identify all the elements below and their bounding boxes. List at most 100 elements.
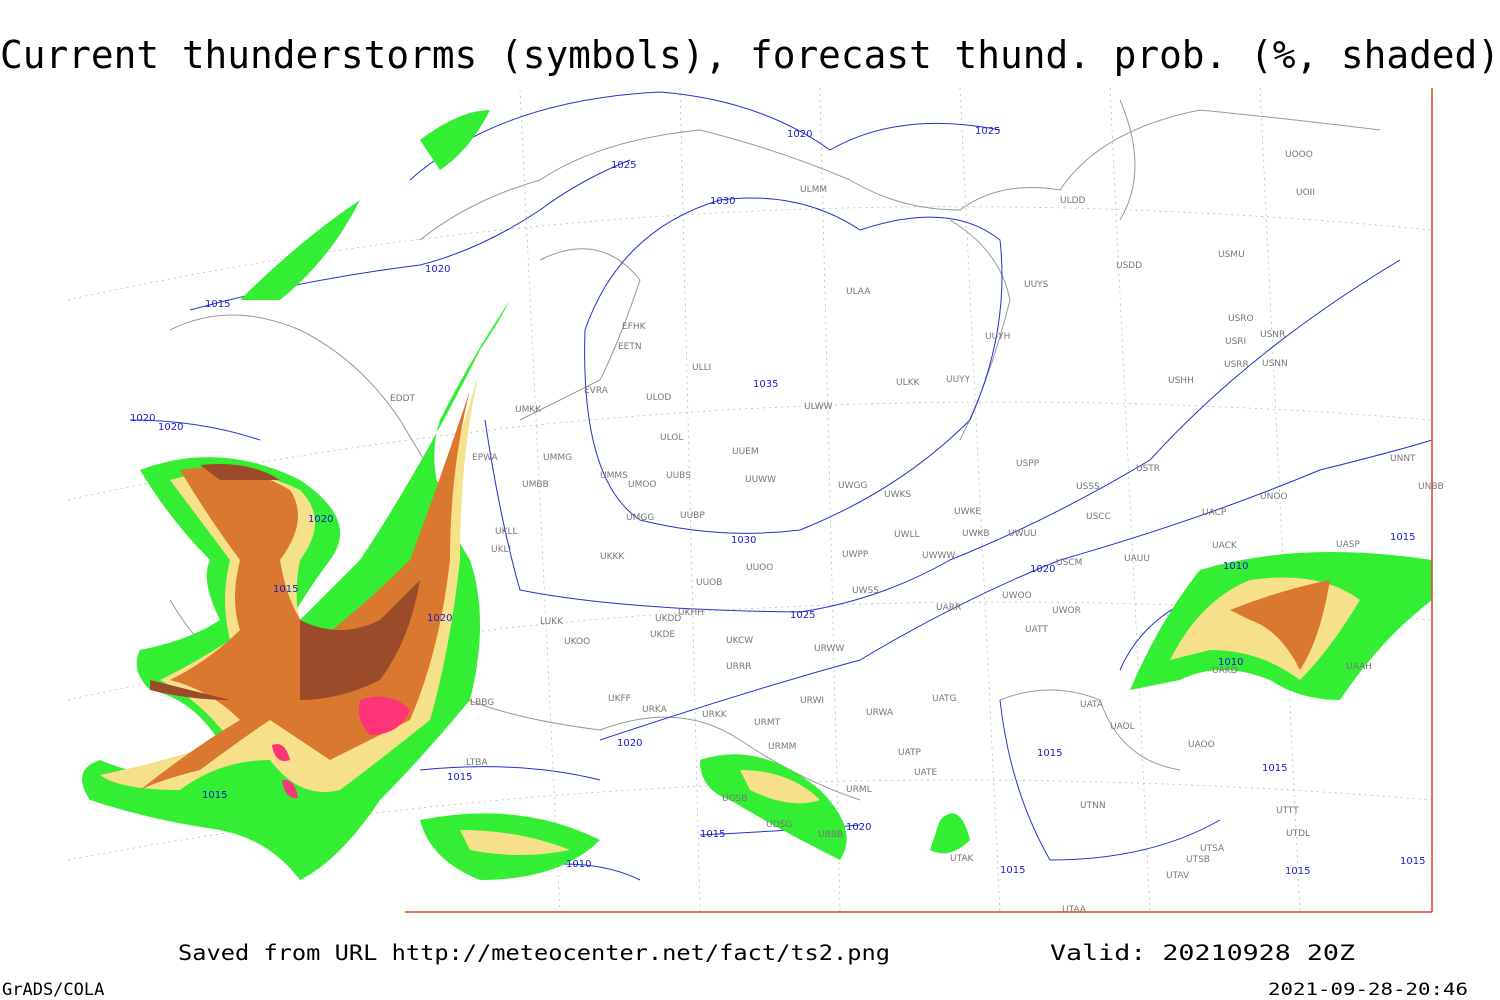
- station-label: URWI: [800, 696, 824, 706]
- isobar-label: 1020: [308, 514, 333, 525]
- station-label: UUOB: [696, 578, 722, 588]
- station-label: UKLI: [491, 545, 511, 555]
- station-label: URWW: [814, 644, 844, 654]
- station-label: UKHH: [678, 608, 704, 618]
- station-label: UMGG: [626, 513, 654, 523]
- station-label: UKFF: [608, 694, 631, 704]
- isobar-label: 1025: [975, 126, 1000, 137]
- isobar-label: 1025: [611, 160, 636, 171]
- thunderstorm-probability-shading: [82, 110, 1432, 880]
- isobar-label: 1010: [1223, 561, 1248, 572]
- station-label: LBBG: [470, 698, 494, 708]
- station-label: URWA: [866, 708, 894, 718]
- station-label: ULOL: [660, 433, 683, 443]
- station-label: UMBB: [522, 480, 549, 490]
- station-label: ULWW: [804, 402, 833, 412]
- station-label: UACP: [1202, 508, 1227, 518]
- station-label: UWKB: [962, 529, 990, 539]
- station-label: UATE: [914, 768, 938, 778]
- isobar-label: 1030: [710, 196, 735, 207]
- station-label: UWKE: [954, 507, 981, 517]
- station-label: USRR: [1224, 360, 1249, 370]
- isobar-label: 1020: [158, 422, 183, 433]
- isobar-label: 1015: [447, 772, 472, 783]
- station-label: USHH: [1168, 376, 1194, 386]
- station-label: UWOR: [1052, 606, 1081, 616]
- isobar-label: 1015: [1400, 856, 1425, 867]
- station-label: EDDT: [390, 394, 416, 404]
- station-label: UGSB: [722, 794, 747, 804]
- isobar-label: 1020: [427, 613, 452, 624]
- station-label: USRO: [1228, 314, 1254, 324]
- station-label: USDD: [1116, 261, 1142, 271]
- station-label: UNBB: [1418, 482, 1444, 492]
- station-label: UOOO: [1285, 150, 1313, 160]
- station-label: UKLL: [495, 527, 518, 537]
- station-label: UTSB: [1186, 855, 1210, 865]
- station-label: URMM: [768, 742, 796, 752]
- station-label: UMMS: [600, 471, 628, 481]
- isobar-label: 1025: [790, 610, 815, 621]
- isobar-label: 1015: [1390, 532, 1415, 543]
- station-label: UATG: [932, 694, 957, 704]
- station-label: UUEM: [732, 447, 759, 457]
- isobar-label: 1015: [273, 584, 298, 595]
- station-label: UUBP: [680, 511, 705, 521]
- station-label: UAOO: [1188, 740, 1215, 750]
- station-label: UBBB: [818, 830, 843, 840]
- station-label: UWUU: [1008, 529, 1037, 539]
- station-label: UWPP: [842, 550, 869, 560]
- station-label: UKDD: [655, 614, 681, 624]
- station-label: UTSA: [1200, 844, 1225, 854]
- timestamp: 2021-09-28-20:46: [1268, 980, 1468, 1000]
- station-label: UAOL: [1110, 722, 1135, 732]
- station-label: UTTT: [1276, 806, 1299, 816]
- station-label: UKCW: [726, 636, 753, 646]
- isobar-label: 1015: [1262, 763, 1287, 774]
- station-label: UMOO: [628, 480, 657, 490]
- station-label: USNN: [1262, 359, 1288, 369]
- station-label: UUYS: [1024, 280, 1049, 290]
- station-label: USSS: [1076, 482, 1100, 492]
- isobar-label: 1015: [205, 299, 230, 310]
- station-label: USPP: [1016, 459, 1040, 469]
- map-labels: 1020 102510251030102010151020102010351020…: [130, 126, 1444, 915]
- station-label: UWOO: [1002, 591, 1032, 601]
- valid-time: Valid: 20210928 20Z: [1050, 941, 1355, 965]
- station-label: UOII: [1296, 188, 1315, 198]
- station-label: USMU: [1218, 250, 1245, 260]
- station-label: UNNT: [1390, 454, 1416, 464]
- isobar-label: 1020: [787, 129, 812, 140]
- isobar-label: 1015: [1285, 866, 1310, 877]
- station-label: UWWW: [922, 551, 955, 561]
- station-label: UKKK: [600, 552, 625, 562]
- station-label: UUOO: [746, 563, 773, 573]
- isobar-label: 1015: [1037, 748, 1062, 759]
- station-label: UWGG: [838, 481, 867, 491]
- station-label: URKK: [702, 710, 728, 720]
- station-label: UUBS: [666, 471, 691, 481]
- station-label: UTDL: [1286, 829, 1310, 839]
- station-label: UWKS: [884, 490, 911, 500]
- station-label: USCM: [1056, 558, 1082, 568]
- station-label: UASP: [1336, 540, 1360, 550]
- map-title: Current thunderstorms (symbols), forecas…: [0, 33, 1500, 77]
- isobar-label: 1020: [425, 264, 450, 275]
- isobar-label: 1015: [700, 829, 725, 840]
- isobar-label: 1020: [130, 413, 155, 424]
- station-label: UUWW: [745, 475, 776, 485]
- station-label: UARR: [936, 603, 961, 613]
- station-label: USNR: [1260, 330, 1285, 340]
- station-label: LTBA: [466, 758, 488, 768]
- isobar-label: 1015: [202, 790, 227, 801]
- isobar-label: 1030: [731, 535, 756, 546]
- isobar-label: 1020: [846, 822, 871, 833]
- station-label: UWSS: [852, 586, 879, 596]
- station-label: ULLI: [692, 363, 711, 373]
- station-label: UTAK: [950, 854, 975, 864]
- station-label: UDSG: [766, 820, 792, 830]
- station-label: UMKK: [515, 405, 542, 415]
- station-label: UACK: [1212, 541, 1238, 551]
- station-label: ULMM: [800, 185, 827, 195]
- station-label: EETN: [618, 342, 642, 352]
